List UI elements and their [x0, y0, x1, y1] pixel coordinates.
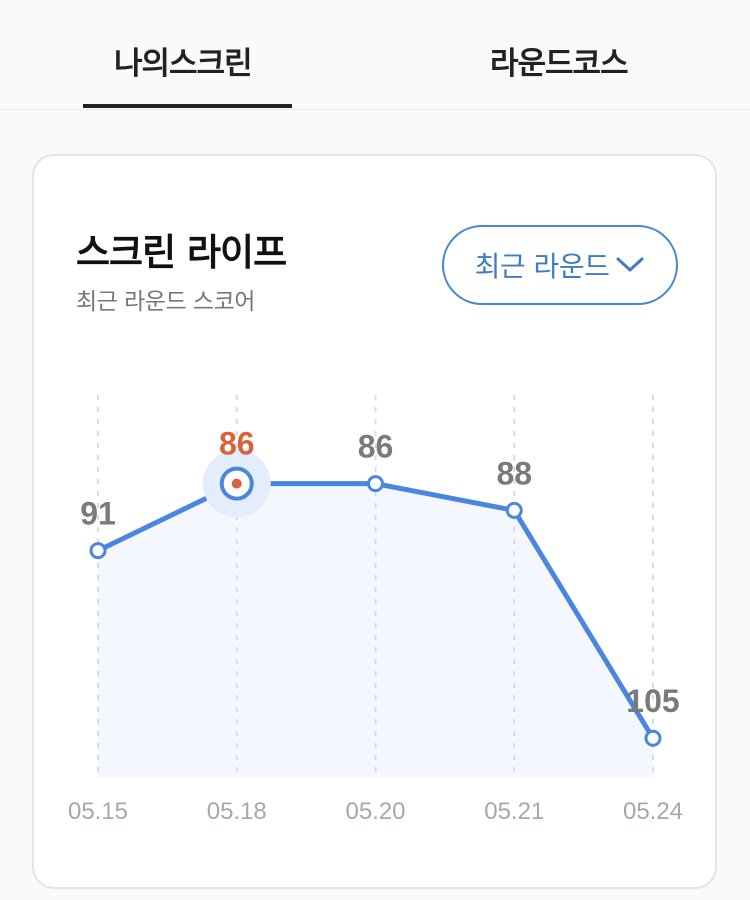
- date-label-2: 05.20: [345, 798, 405, 825]
- tab-bar: 나의스크린 라운드코스: [0, 0, 750, 110]
- card-title: 스크린 라이프: [76, 231, 287, 274]
- data-point-2: [367, 475, 384, 493]
- active-tab-indicator: [83, 104, 292, 108]
- tab-my-screen[interactable]: 나의스크린: [114, 46, 253, 82]
- date-label-0: 05.15: [68, 798, 128, 825]
- score-label-0: 91: [80, 496, 116, 532]
- recent-round-filter-button[interactable]: 최근 라운드: [442, 225, 678, 305]
- score-label-3: 88: [496, 455, 532, 491]
- filter-button-label: 최근 라운드: [474, 250, 610, 283]
- score-label-4: 105: [626, 683, 679, 719]
- card-subtitle: 최근 라운드 스코어: [76, 289, 255, 315]
- score-label-1: 86: [219, 426, 255, 462]
- selected-point-dot: [231, 478, 242, 489]
- data-point-3: [505, 501, 523, 519]
- date-label-3: 05.21: [484, 798, 544, 825]
- score-label-2: 86: [358, 429, 394, 465]
- data-point-0: [89, 542, 107, 560]
- date-label-1: 05.18: [207, 798, 267, 825]
- date-label-4: 05.24: [623, 798, 683, 825]
- tab-round-course[interactable]: 라운드코스: [490, 46, 629, 82]
- chevron-down-icon: [615, 256, 645, 274]
- chart-area-fill: [98, 483, 653, 778]
- data-point-4: [644, 729, 662, 747]
